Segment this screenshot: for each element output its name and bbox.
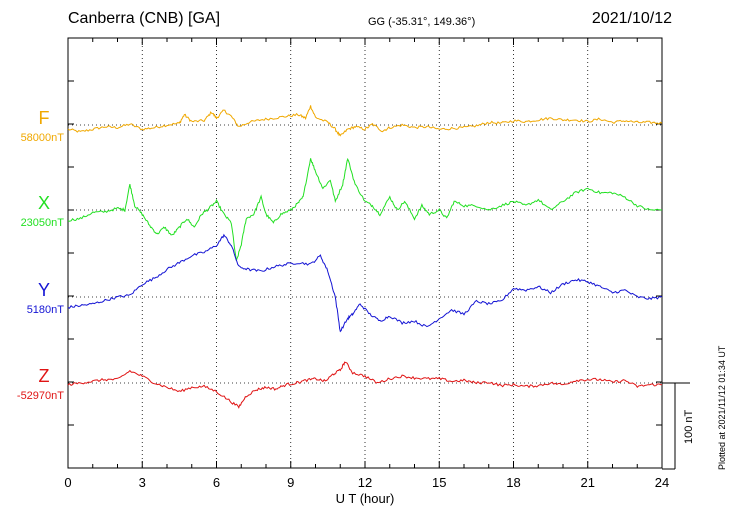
series-line-f — [67, 105, 663, 137]
series-name-z: Z — [39, 366, 50, 386]
x-tick-label: 6 — [213, 475, 220, 490]
series-baseline-y: 5180nT — [27, 304, 65, 316]
x-tick-label: 0 — [64, 475, 71, 490]
station-title: Canberra (CNB) [GA] — [68, 10, 221, 27]
series-baseline-x: 23050nT — [21, 217, 65, 229]
x-tick-label: 9 — [287, 475, 294, 490]
x-tick-label: 21 — [581, 475, 595, 490]
series-line-z — [67, 361, 663, 409]
x-axis-title: U T (hour) — [336, 491, 395, 506]
series-name-f: F — [39, 108, 50, 128]
x-tick-label: 12 — [358, 475, 372, 490]
x-tick-label: 18 — [506, 475, 520, 490]
series-baseline-f: 58000nT — [21, 132, 65, 144]
series-name-x: X — [38, 193, 50, 213]
x-tick-label: 24 — [655, 475, 669, 490]
date-label: 2021/10/12 — [591, 10, 672, 27]
series-line-y — [67, 233, 663, 333]
x-tick-label: 15 — [432, 475, 446, 490]
series-baseline-z: -52970nT — [17, 390, 64, 402]
series-line-x — [67, 157, 663, 261]
coordinates-label: GG (-35.31°, 149.36°) — [368, 16, 476, 28]
series-name-y: Y — [38, 280, 50, 300]
x-tick-label: 3 — [139, 475, 146, 490]
scale-bar-label: 100 nT — [683, 409, 695, 444]
